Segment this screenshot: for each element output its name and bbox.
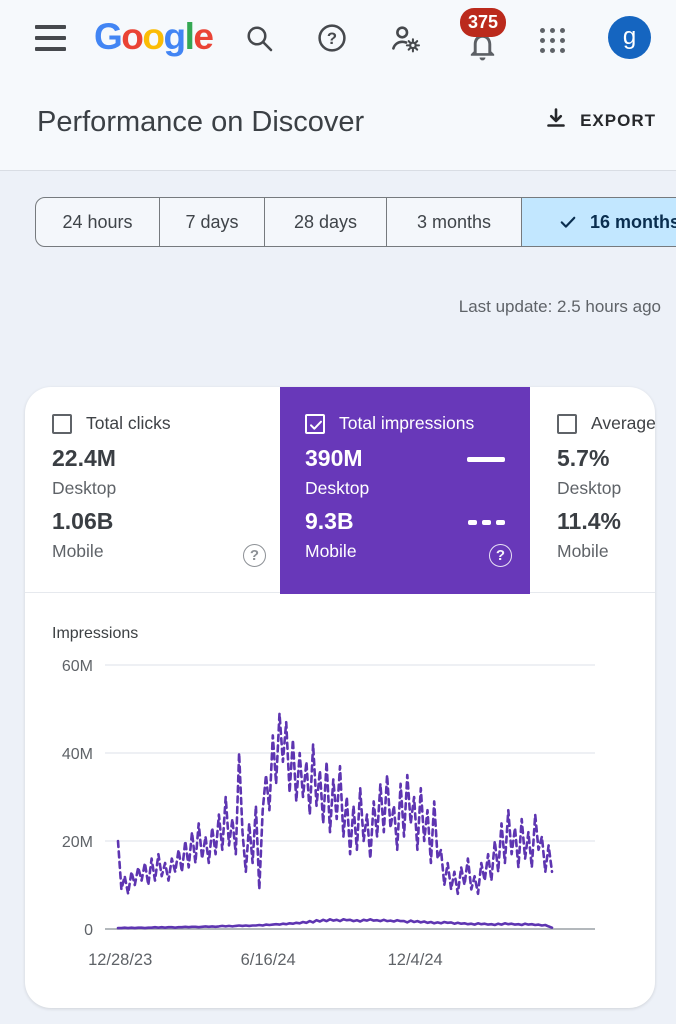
svg-text:40M: 40M bbox=[62, 746, 93, 763]
svg-text:60M: 60M bbox=[62, 658, 93, 675]
metric-card-label: Total impressions bbox=[339, 413, 475, 433]
apps-grid-icon[interactable] bbox=[537, 25, 567, 55]
tab-28-days[interactable]: 28 days bbox=[265, 197, 387, 247]
logo-letter: G bbox=[94, 16, 123, 57]
metric-value: 5.7% bbox=[557, 445, 610, 471]
help-circle-icon[interactable]: ? bbox=[243, 544, 266, 567]
export-button[interactable]: EXPORT bbox=[544, 106, 656, 135]
metric-device: Desktop bbox=[52, 478, 117, 498]
chart-axis-title: Impressions bbox=[52, 625, 139, 642]
metric-device: Mobile bbox=[305, 541, 357, 561]
logo-letter: o bbox=[121, 16, 144, 57]
metric-device: Desktop bbox=[557, 478, 622, 498]
solid-line-legend-icon bbox=[467, 457, 505, 462]
logo-letter: o bbox=[142, 16, 165, 57]
menu-icon[interactable] bbox=[35, 25, 66, 51]
metric-device: Mobile bbox=[557, 541, 609, 561]
dashed-line-legend-icon bbox=[468, 520, 505, 525]
download-icon bbox=[544, 106, 568, 135]
logo-letter: l bbox=[184, 16, 195, 57]
svg-text:12/28/23: 12/28/23 bbox=[88, 951, 152, 969]
metric-card-label: Average CTR bbox=[591, 413, 655, 433]
search-icon[interactable] bbox=[243, 22, 275, 54]
metric-card-total-clicks[interactable]: Total clicks 22.4M Desktop 1.06B Mobile … bbox=[25, 387, 280, 593]
metric-value: 11.4% bbox=[557, 508, 621, 534]
svg-text:0: 0 bbox=[84, 922, 93, 939]
help-icon[interactable]: ? bbox=[316, 22, 348, 54]
user-settings-icon[interactable] bbox=[389, 22, 421, 54]
help-circle-icon[interactable]: ? bbox=[489, 544, 512, 567]
metric-card-total-impressions[interactable]: Total impressions 390M Desktop 9.3B Mobi… bbox=[280, 387, 530, 594]
tab-label: 28 days bbox=[293, 211, 358, 232]
check-icon bbox=[558, 212, 578, 232]
metric-card-average-ctr[interactable]: Average CTR 5.7% Desktop 11.4% Mobile bbox=[530, 387, 655, 593]
date-range-tabs: 24 hours 7 days 28 days 3 months 16 mont… bbox=[35, 197, 676, 247]
tab-label: 16 months bbox=[589, 211, 676, 232]
page-title: Performance on Discover bbox=[37, 106, 365, 138]
tab-label: 3 months bbox=[416, 211, 492, 232]
impressions-line-chart[interactable]: 60M 40M 20M 0 12/28/23 6/16/24 12/4/24 bbox=[25, 593, 655, 1008]
tab-24-hours[interactable]: 24 hours bbox=[35, 197, 160, 247]
metric-value: 1.06B bbox=[52, 508, 114, 534]
top-app-bar: Google ? 375 g bbox=[0, 0, 676, 75]
google-logo: Google bbox=[94, 14, 233, 62]
checkbox-unchecked-icon[interactable] bbox=[557, 413, 577, 434]
tab-3-months[interactable]: 3 months bbox=[387, 197, 522, 247]
metric-card-label: Total clicks bbox=[86, 413, 171, 433]
svg-text:6/16/24: 6/16/24 bbox=[241, 951, 296, 969]
notification-count-badge[interactable]: 375 bbox=[460, 8, 506, 37]
checkbox-unchecked-icon[interactable] bbox=[52, 413, 72, 434]
tab-7-days[interactable]: 7 days bbox=[160, 197, 265, 247]
metric-device: Mobile bbox=[52, 541, 104, 561]
performance-panel: Total clicks 22.4M Desktop 1.06B Mobile … bbox=[25, 387, 655, 1008]
metric-device: Desktop bbox=[305, 478, 370, 498]
last-update-text: Last update: 2.5 hours ago bbox=[458, 297, 661, 316]
metric-value: 390M bbox=[305, 445, 363, 471]
notifications-bell-icon[interactable] bbox=[465, 28, 497, 61]
metric-cards-row: Total clicks 22.4M Desktop 1.06B Mobile … bbox=[25, 387, 655, 594]
export-label: EXPORT bbox=[580, 110, 656, 130]
checkbox-checked-icon[interactable] bbox=[305, 413, 325, 434]
tab-16-months[interactable]: 16 months bbox=[522, 197, 676, 247]
metric-value: 22.4M bbox=[52, 445, 116, 471]
svg-text:12/4/24: 12/4/24 bbox=[388, 951, 443, 969]
logo-letter: g bbox=[163, 16, 187, 57]
account-avatar[interactable]: g bbox=[608, 16, 651, 59]
tab-label: 7 days bbox=[185, 211, 239, 232]
title-row: Performance on Discover EXPORT bbox=[0, 75, 676, 171]
metric-value: 9.3B bbox=[305, 508, 354, 534]
svg-text:20M: 20M bbox=[62, 834, 93, 851]
tab-label: 24 hours bbox=[62, 211, 133, 232]
logo-letter: e bbox=[193, 16, 214, 57]
svg-text:?: ? bbox=[327, 29, 337, 48]
